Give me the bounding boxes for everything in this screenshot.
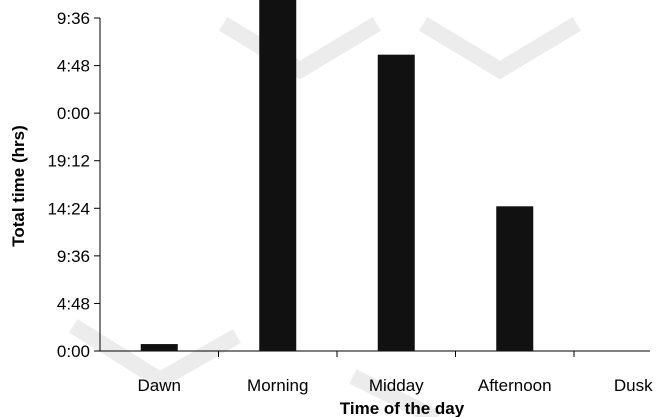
x-tick-label-dusk: Dusk	[614, 376, 653, 395]
y-axis-title: Total time (hrs)	[9, 125, 28, 247]
y-tick-label: 4:48	[57, 294, 90, 313]
bar-afternoon	[496, 206, 534, 351]
x-tick-label-morning: Morning	[247, 376, 308, 395]
bars	[140, 0, 534, 351]
bar-midday	[377, 54, 415, 351]
x-tick-label-afternoon: Afternoon	[478, 376, 552, 395]
y-tick-label: 9:36	[57, 9, 90, 28]
y-tick-label: 19:12	[47, 152, 90, 171]
watermark	[68, 17, 581, 417]
y-tick-label: 0:00	[57, 104, 90, 123]
bar-morning	[259, 0, 297, 351]
x-axis-title: Time of the day	[340, 399, 465, 417]
bar-dawn	[140, 344, 178, 351]
x-tick-label-dawn: Dawn	[138, 376, 181, 395]
y-tick-label: 0:00	[57, 342, 90, 361]
y-tick-label: 4:48	[57, 57, 90, 76]
y-ticks: 0:00 4:48 9:36 14:24 19:12 0:00 4:48 9:36	[47, 9, 100, 361]
y-tick-label: 14:24	[47, 199, 90, 218]
x-tick-label-midday: Midday	[369, 376, 424, 395]
y-tick-label: 9:36	[57, 247, 90, 266]
x-ticks: Dawn Morning Midday Afternoon Dusk	[138, 351, 653, 395]
